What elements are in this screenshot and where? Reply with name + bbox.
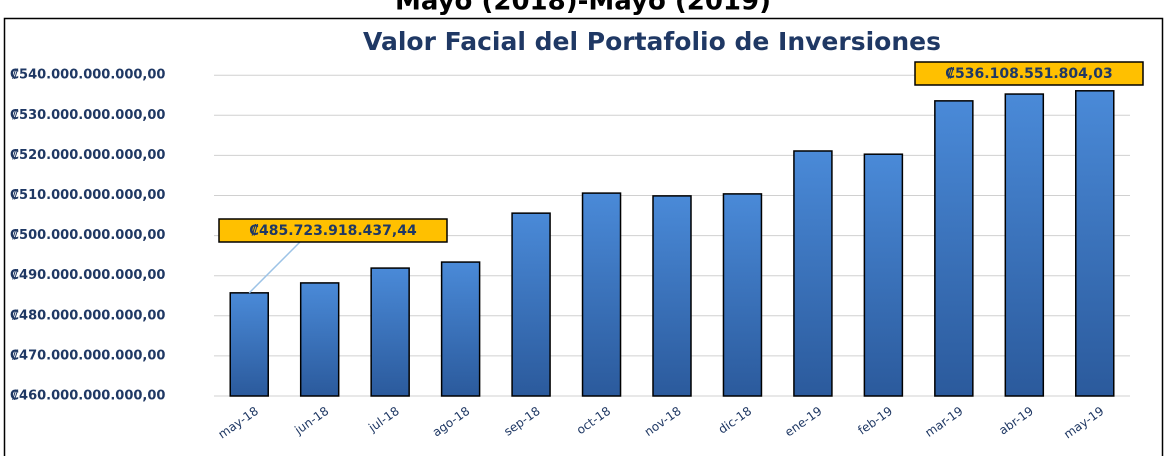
bar bbox=[299, 282, 340, 397]
y-tick-label: ₡490.000.000.000,00 bbox=[10, 268, 165, 283]
x-tick-label: ago-18 bbox=[430, 404, 473, 440]
data-label-box bbox=[218, 218, 448, 243]
leader-line bbox=[248, 241, 301, 294]
x-tick-label: sep-18 bbox=[501, 404, 543, 439]
x-tick-label: nov-18 bbox=[642, 404, 684, 439]
data-label-text: ₡485.723.918.437,44 bbox=[249, 223, 417, 239]
x-tick-label: jul-18 bbox=[365, 404, 402, 435]
x-tick-label: feb-19 bbox=[855, 404, 895, 438]
bar bbox=[440, 261, 481, 397]
x-tick-label: jun-18 bbox=[291, 404, 331, 438]
data-label-text: ₡536.108.551.804,03 bbox=[945, 66, 1112, 82]
bar bbox=[581, 192, 622, 397]
bar bbox=[1004, 93, 1045, 397]
x-tick-label: may-19 bbox=[1061, 404, 1106, 442]
y-tick-label: ₡540.000.000.000,00 bbox=[10, 68, 165, 83]
bar bbox=[793, 150, 833, 397]
data-label-box bbox=[914, 61, 1144, 86]
x-tick-label: oct-18 bbox=[574, 404, 613, 437]
y-tick-label: ₡460.000.000.000,00 bbox=[10, 389, 165, 404]
y-tick-label: ₡530.000.000.000,00 bbox=[10, 108, 165, 123]
bar bbox=[652, 195, 692, 397]
bar bbox=[722, 193, 763, 397]
x-tick-label: ene-19 bbox=[782, 404, 824, 440]
x-tick-label: abr-19 bbox=[996, 404, 1036, 438]
y-tick-label: ₡510.000.000.000,00 bbox=[10, 188, 165, 203]
y-tick-label: ₡470.000.000.000,00 bbox=[10, 348, 165, 363]
y-tick-label: ₡480.000.000.000,00 bbox=[10, 308, 165, 323]
x-tick-label: may-18 bbox=[216, 404, 261, 442]
y-tick-label: ₡500.000.000.000,00 bbox=[10, 228, 165, 243]
bar bbox=[1075, 90, 1115, 397]
bar bbox=[511, 212, 551, 397]
page-header: Mayo (2018)-Mayo (2019) bbox=[395, 0, 771, 17]
bar bbox=[370, 267, 410, 397]
bar bbox=[229, 292, 269, 397]
x-tick-label: dic-18 bbox=[716, 404, 754, 437]
chart-title: Valor Facial del Portafolio de Inversion… bbox=[363, 27, 941, 56]
chart-frame bbox=[3, 17, 1164, 456]
data-label: ₡536.108.551.804,03 bbox=[914, 61, 1144, 86]
bar bbox=[934, 100, 974, 397]
y-tick-label: ₡520.000.000.000,00 bbox=[10, 148, 165, 163]
x-tick-label: mar-19 bbox=[922, 404, 965, 440]
data-label: ₡485.723.918.437,44 bbox=[218, 218, 448, 294]
bar bbox=[863, 153, 904, 397]
